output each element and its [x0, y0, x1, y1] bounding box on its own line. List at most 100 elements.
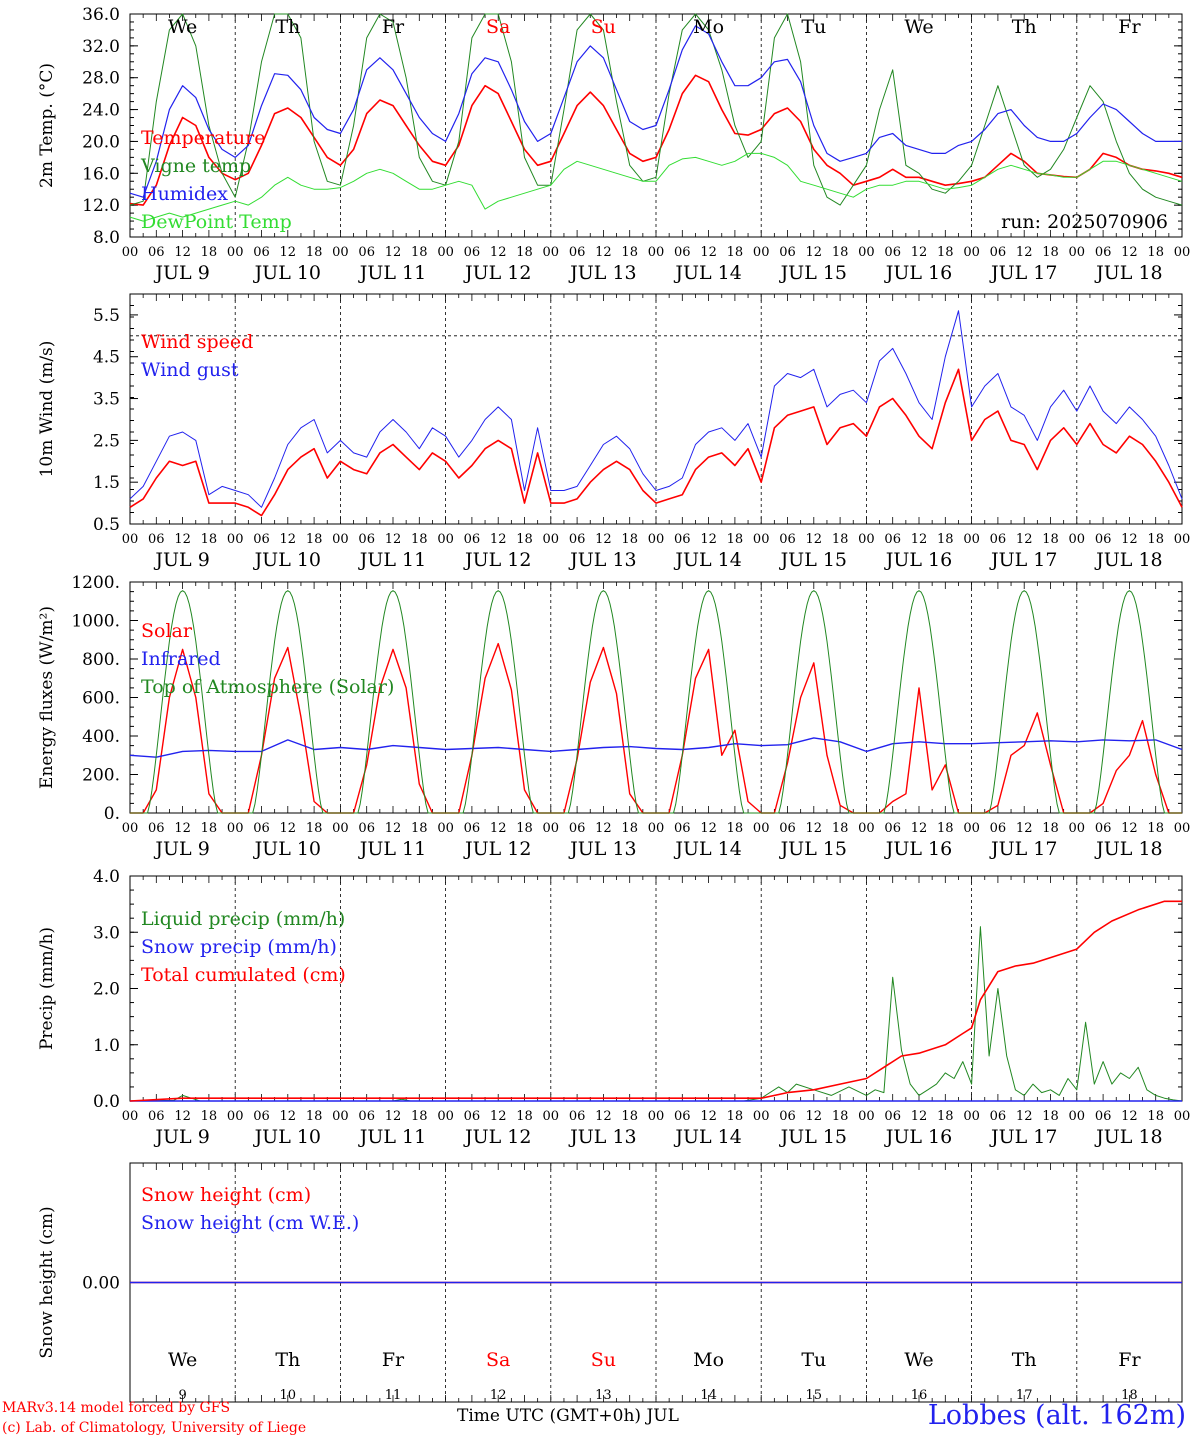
y-tick-label: 800.: [82, 650, 120, 670]
panel-energy: 0. 200. 400. 600. 800. 1000. 1200. Energy fluxe…: [37, 573, 1190, 860]
hour-tick-label: 12: [595, 245, 612, 260]
weekday-label: Fr: [382, 16, 405, 38]
hour-tick-label: 18: [621, 245, 638, 260]
day-number-label: 10: [280, 1388, 297, 1403]
date-label: JUL 17: [989, 1126, 1057, 1148]
date-label: JUL 16: [884, 1126, 952, 1148]
hour-tick-label: 00: [227, 532, 244, 547]
hour-tick-label: 12: [1121, 532, 1138, 547]
date-label: JUL 11: [358, 549, 426, 571]
legend-entry: Snow precip (mm/h): [141, 936, 337, 958]
date-label: JUL 14: [673, 549, 741, 571]
legend-entry: Total cumulated (cm): [141, 964, 346, 986]
date-label: JUL 15: [779, 549, 847, 571]
hour-tick-label: 06: [569, 532, 586, 547]
hour-tick-label: 12: [700, 245, 717, 260]
y-tick-label: 20.0: [82, 132, 120, 152]
hour-tick-label: 18: [201, 821, 218, 836]
series-group: [129, 590, 1183, 814]
hour-tick-label: 00: [437, 821, 454, 836]
hour-tick-label: 18: [832, 245, 849, 260]
hour-tick-label: 18: [832, 821, 849, 836]
hour-tick-label: 00: [753, 1109, 770, 1124]
hour-tick-label: 00: [963, 532, 980, 547]
hour-tick-label: 12: [280, 821, 297, 836]
hour-tick-label: 00: [1174, 821, 1191, 836]
series-line: [129, 25, 1182, 198]
hour-tick-label: 18: [516, 821, 533, 836]
date-label: JUL 14: [673, 838, 741, 860]
hour-tick-label: 00: [858, 532, 875, 547]
hour-tick-label: 00: [858, 245, 875, 260]
date-label: JUL 9: [153, 1126, 209, 1148]
hour-tick-label: 00: [122, 821, 139, 836]
hour-tick-label: 06: [674, 1109, 691, 1124]
lab-credit: (c) Lab. of Climatology, University of L…: [2, 1420, 307, 1436]
date-label: JUL 10: [253, 262, 321, 284]
series-line: [129, 13, 1183, 206]
weekday-label: Th: [275, 1349, 300, 1371]
y-tick-label: 24.0: [82, 101, 120, 121]
date-label: JUL 12: [463, 262, 531, 284]
hour-tick-label: 06: [674, 532, 691, 547]
hour-tick-label: 00: [648, 245, 665, 260]
legend-entry: Temperature: [141, 127, 265, 149]
y-tick-label: 1.5: [93, 473, 120, 493]
hour-tick-label: 18: [727, 821, 744, 836]
hour-tick-label: 06: [990, 245, 1007, 260]
y-tick-label: 8.0: [93, 228, 120, 248]
hour-tick-label: 18: [1042, 821, 1059, 836]
hour-tick-label: 18: [411, 245, 428, 260]
hour-tick-label: 06: [148, 1109, 165, 1124]
hour-tick-label: 12: [595, 532, 612, 547]
hour-tick-label: 00: [1069, 532, 1086, 547]
hour-tick-label: 00: [1174, 532, 1191, 547]
y-tick-label: 1.0: [93, 1036, 120, 1056]
hour-tick-label: 00: [543, 821, 560, 836]
hour-tick-label: 12: [700, 821, 717, 836]
y-tick-label: 0.5: [93, 515, 120, 535]
hour-tick-label: 18: [201, 245, 218, 260]
hour-tick-label: 18: [201, 1109, 218, 1124]
legend-entry: Wind speed: [141, 331, 253, 353]
hour-tick-label: 06: [358, 1109, 375, 1124]
hour-tick-label: 18: [937, 821, 954, 836]
hour-tick-label: 06: [253, 821, 270, 836]
y-tick-label: 32.0: [82, 37, 120, 57]
y-tick-label: 600.: [82, 689, 120, 709]
y-tick-label: 3.5: [93, 390, 120, 410]
legend-entry: Infrared: [141, 648, 221, 670]
y-axis-title: Energy fluxes (W/m²): [37, 606, 57, 789]
y-tick-label: 0.: [104, 804, 120, 824]
date-label: JUL 13: [568, 549, 636, 571]
legend-entry: DewPoint Temp: [141, 211, 292, 233]
hour-tick-label: 12: [1016, 245, 1033, 260]
y-tick-label: 5.5: [93, 306, 120, 326]
weekday-label: We: [904, 1349, 933, 1371]
y-axis-title: 2m Temp. (°C): [37, 63, 57, 188]
date-label: JUL 9: [153, 549, 209, 571]
hour-tick-label: 00: [963, 821, 980, 836]
hour-tick-label: 18: [1042, 245, 1059, 260]
series-line: [130, 590, 1182, 814]
date-label: JUL 12: [463, 838, 531, 860]
hour-tick-label: 12: [490, 821, 507, 836]
date-label: JUL 10: [253, 838, 321, 860]
hour-tick-label: 18: [727, 245, 744, 260]
hour-tick-label: 12: [385, 821, 402, 836]
hour-tick-label: 18: [1147, 245, 1164, 260]
date-label: JUL 11: [358, 1126, 426, 1148]
y-tick-label: 3.0: [93, 923, 120, 943]
hour-tick-label: 00: [1069, 245, 1086, 260]
date-label: JUL 10: [253, 549, 321, 571]
hour-tick-label: 12: [1121, 821, 1138, 836]
hour-tick-label: 12: [280, 532, 297, 547]
hour-tick-label: 00: [227, 821, 244, 836]
date-label: JUL 10: [253, 1126, 321, 1148]
y-tick-label: 16.0: [82, 164, 120, 184]
date-label: JUL 16: [884, 838, 952, 860]
hour-tick-label: 18: [621, 1109, 638, 1124]
date-label: JUL 16: [884, 549, 952, 571]
hour-tick-label: 00: [963, 245, 980, 260]
day-number-label: 13: [595, 1388, 612, 1403]
